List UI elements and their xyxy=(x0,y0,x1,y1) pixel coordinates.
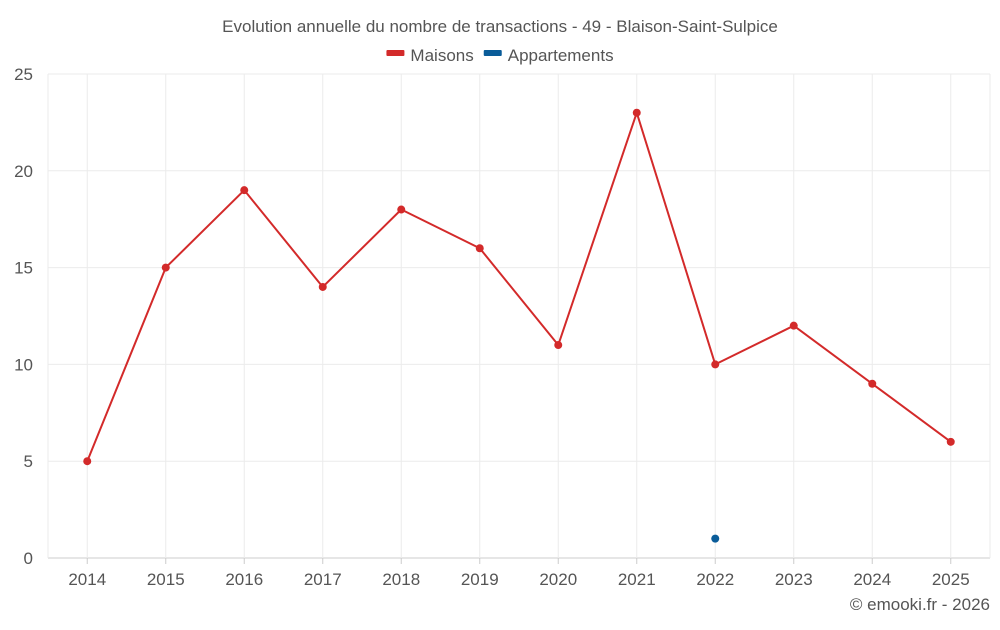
series-appartements xyxy=(711,534,720,543)
credit-text: © emooki.fr - 2026 xyxy=(850,595,990,614)
x-tick-label: 2020 xyxy=(539,570,577,589)
legend-item[interactable]: Appartements xyxy=(483,46,614,65)
data-point[interactable] xyxy=(554,341,563,350)
data-point[interactable] xyxy=(789,321,798,330)
series-line xyxy=(86,111,952,462)
y-tick-label: 0 xyxy=(24,549,33,568)
data-point[interactable] xyxy=(397,205,406,214)
legend-label: Maisons xyxy=(410,46,473,65)
series-layer xyxy=(83,108,955,543)
data-point[interactable] xyxy=(83,457,92,466)
y-axis: 0 5 10 15 20 25 xyxy=(14,65,33,568)
data-point[interactable] xyxy=(632,108,641,117)
x-tick-label: 2024 xyxy=(853,570,891,589)
data-point[interactable] xyxy=(711,360,720,369)
legend-label: Appartements xyxy=(508,46,614,65)
data-point[interactable] xyxy=(475,244,484,253)
grid xyxy=(47,73,991,559)
y-tick-label: 15 xyxy=(14,259,33,278)
x-axis: 2014 2015 2016 2017 2018 2019 2020 2021 2022 2023… xyxy=(68,558,970,589)
x-tick-label: 2016 xyxy=(225,570,263,589)
data-point[interactable] xyxy=(161,263,170,272)
x-tick-label: 2025 xyxy=(932,570,970,589)
x-tick-label: 2018 xyxy=(382,570,420,589)
chart-title: Evolution annuelle du nombre de transact… xyxy=(222,17,778,36)
x-tick-label: 2022 xyxy=(696,570,734,589)
x-tick-label: 2021 xyxy=(618,570,656,589)
y-tick-label: 10 xyxy=(14,355,33,374)
x-tick-label: 2014 xyxy=(68,570,106,589)
legend: Maisons Appartements xyxy=(386,46,614,65)
x-tick-label: 2019 xyxy=(461,570,499,589)
x-tick-label: 2015 xyxy=(147,570,185,589)
series-maisons xyxy=(83,108,955,466)
y-tick-label: 5 xyxy=(24,452,33,471)
x-tick-label: 2023 xyxy=(775,570,813,589)
data-point[interactable] xyxy=(868,379,877,388)
x-tick-label: 2017 xyxy=(304,570,342,589)
legend-item[interactable]: Maisons xyxy=(386,46,474,65)
y-tick-label: 25 xyxy=(14,65,33,84)
legend-swatch xyxy=(386,50,405,56)
data-point[interactable] xyxy=(711,534,720,543)
y-tick-label: 20 xyxy=(14,162,33,181)
data-point[interactable] xyxy=(318,282,327,291)
legend-swatch xyxy=(483,50,502,56)
data-point[interactable] xyxy=(240,186,249,195)
data-point[interactable] xyxy=(946,437,955,446)
